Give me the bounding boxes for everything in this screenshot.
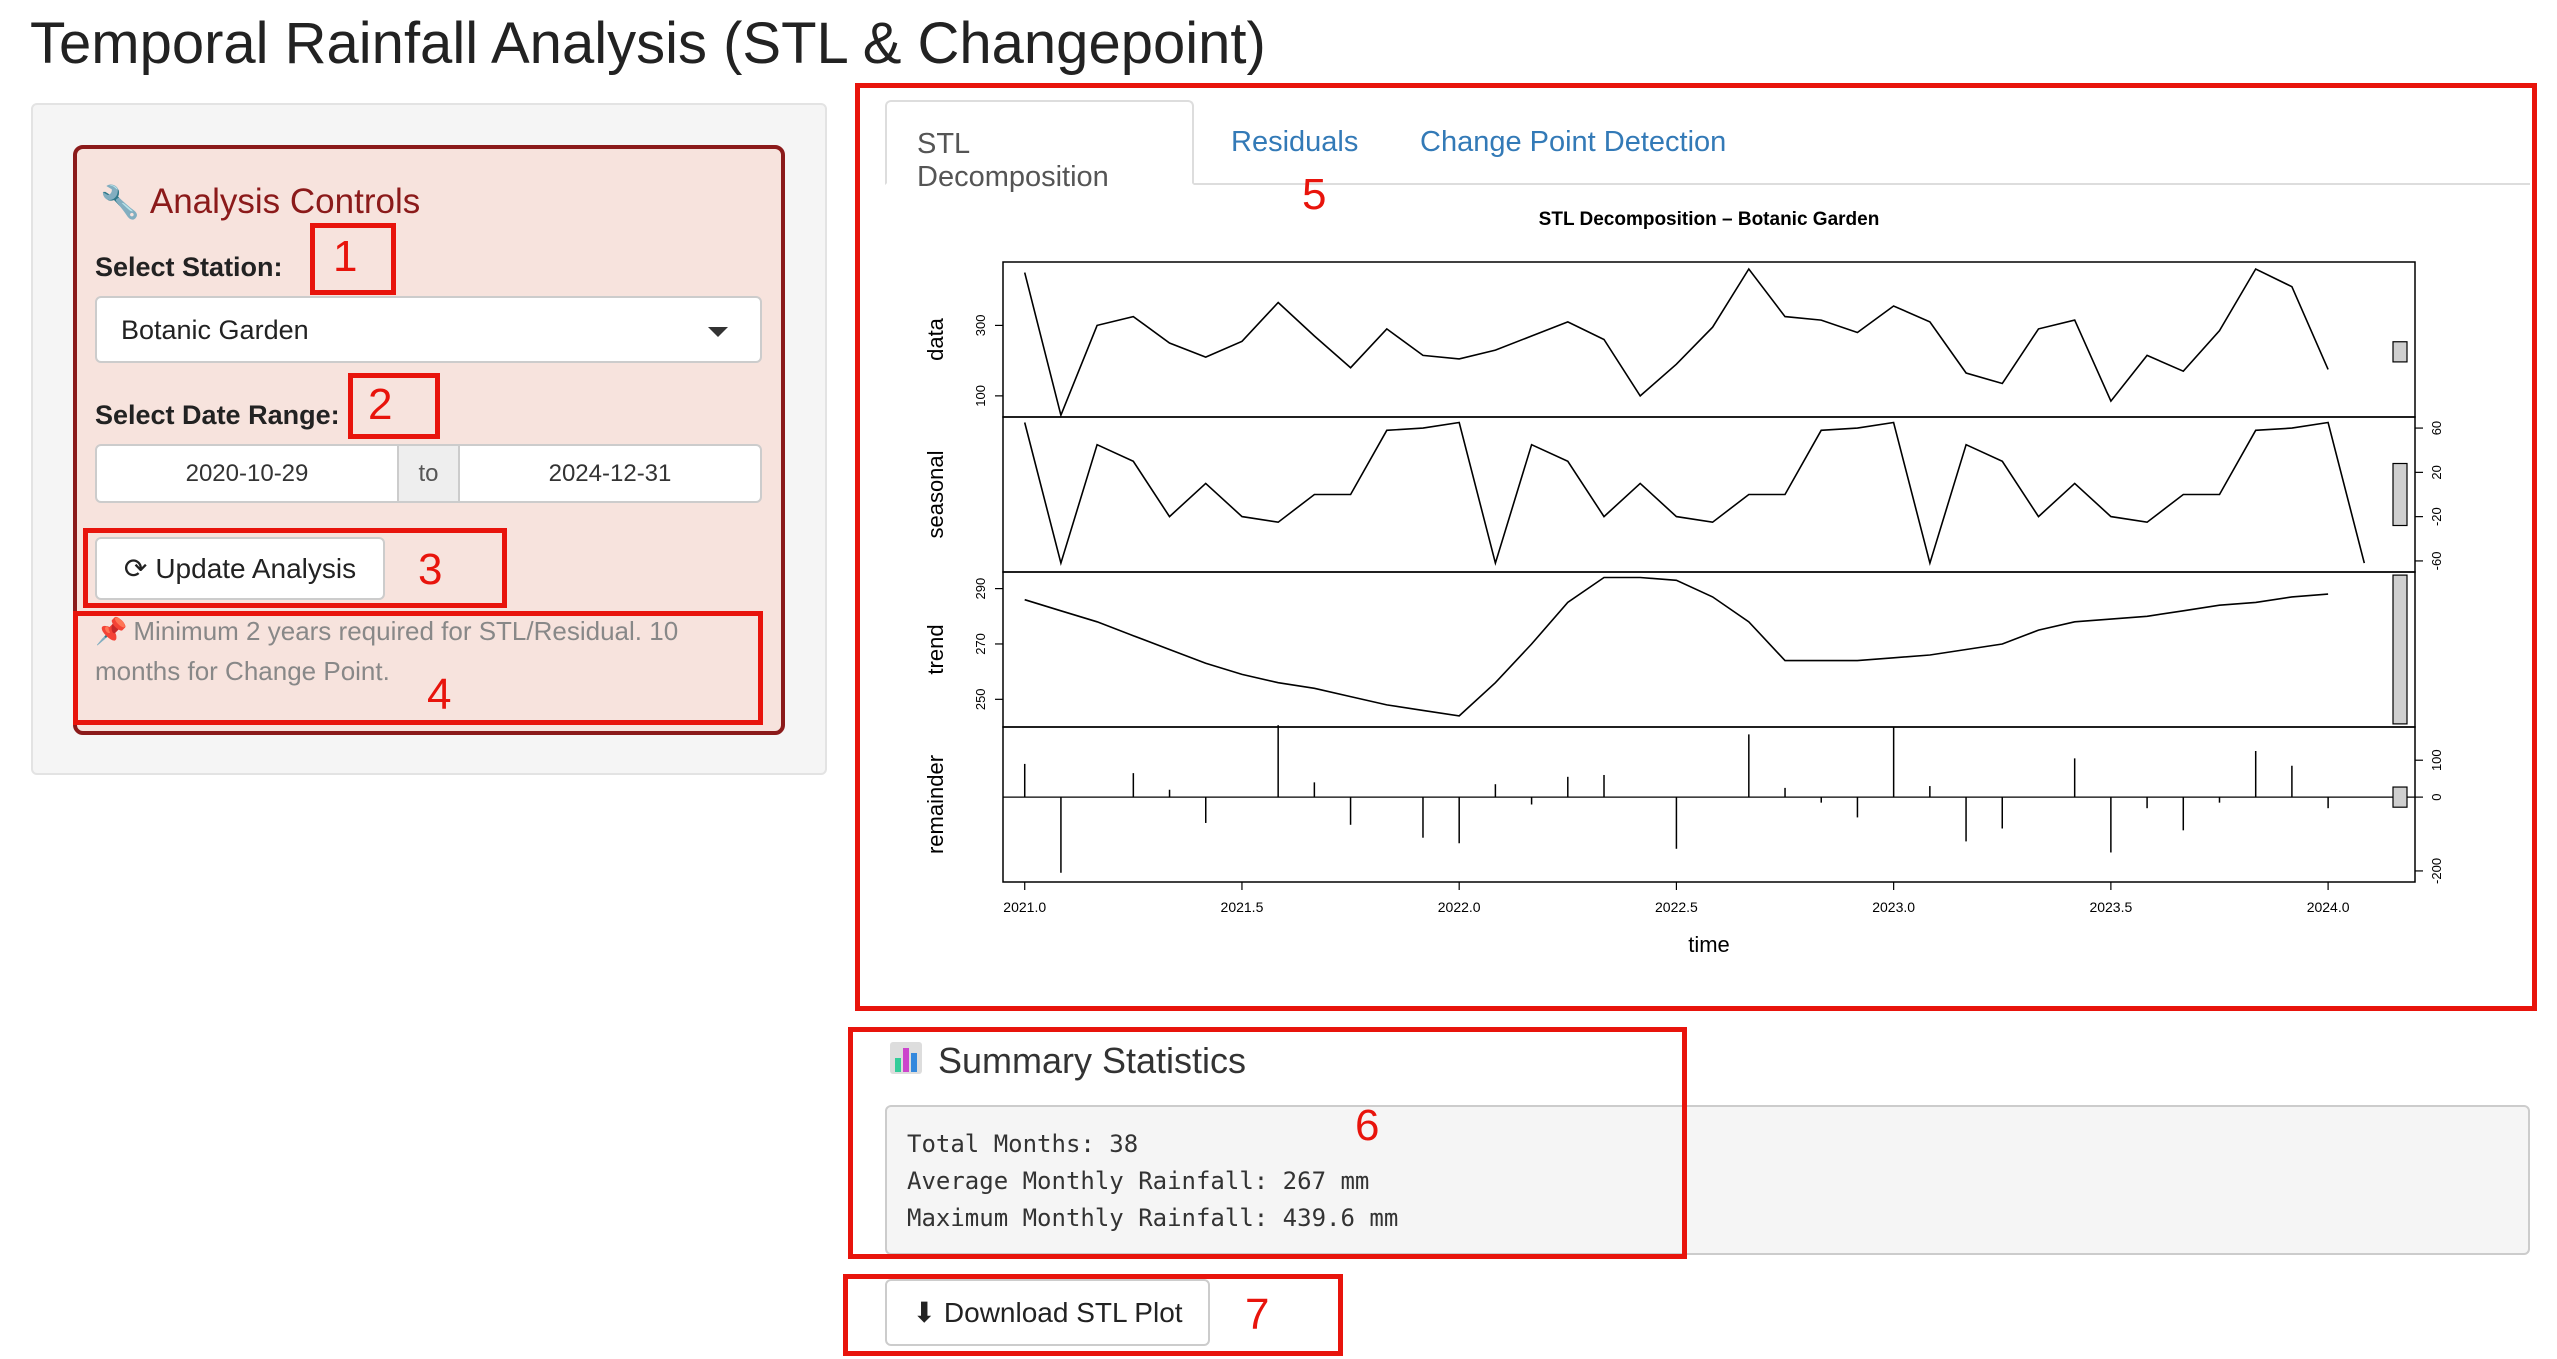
download-stl-plot-button[interactable]: ⬇ Download STL Plot	[885, 1279, 1210, 1346]
annotation-label-7: 7	[1245, 1290, 1270, 1339]
annotation-box-1	[310, 223, 396, 295]
y-tick-label-seasonal: 20	[2429, 465, 2444, 479]
station-select-value: Botanic Garden	[121, 315, 309, 345]
summary-line: Maximum Monthly Rainfall: 439.6 mm	[907, 1204, 1399, 1232]
annotation-box-4	[73, 611, 763, 725]
annotation-label-4: 4	[427, 670, 452, 719]
date-range-separator: to	[397, 446, 460, 501]
panel-label-remainder: remainder	[923, 755, 948, 854]
summary-line: Total Months: 38	[907, 1130, 1139, 1158]
annotation-label-6: 6	[1355, 1101, 1380, 1150]
x-tick-label: 2022.5	[1655, 899, 1698, 915]
wrench-icon: 🔧	[100, 184, 140, 220]
annotation-label-2: 2	[368, 380, 393, 429]
y-tick-label-seasonal: 60	[2429, 421, 2444, 435]
y-tick-label-data: 100	[973, 385, 988, 407]
x-tick-label: 2023.5	[2089, 899, 2132, 915]
annotation-label-5: 5	[1302, 170, 1327, 219]
refresh-icon: ⟳	[123, 553, 148, 584]
x-tick-label: 2024.0	[2307, 899, 2350, 915]
analysis-controls-heading: 🔧 Analysis Controls	[100, 182, 420, 222]
y-tick-label-trend: 250	[973, 688, 988, 710]
date-range-label: Select Date Range:	[95, 400, 340, 430]
panel-label-data: data	[923, 317, 948, 361]
y-tick-label-remainder: 100	[2429, 749, 2444, 771]
x-tick-label: 2023.0	[1872, 899, 1915, 915]
chart-title: STL Decomposition – Botanic Garden	[1539, 209, 1880, 230]
tabs-divider	[885, 183, 2530, 185]
x-tick-label: 2021.0	[1003, 899, 1046, 915]
update-analysis-label: Update Analysis	[155, 553, 357, 584]
y-tick-label-remainder: 0	[2429, 794, 2444, 801]
date-start-input[interactable]: 2020-10-29	[185, 460, 309, 487]
x-tick-label: 2022.0	[1438, 899, 1481, 915]
y-tick-label-remainder: -200	[2429, 858, 2444, 884]
panel-frame-remainder	[1002, 726, 2416, 883]
range-bar-remainder	[2392, 786, 2408, 808]
requirements-note-text: Minimum 2 years required for STL/Residua…	[95, 616, 679, 686]
annotation-box-7	[843, 1274, 1343, 1356]
station-label: Select Station:	[95, 252, 283, 282]
requirements-note: 📌 Minimum 2 years required for STL/Residu…	[95, 611, 755, 691]
annotation-box-3	[83, 528, 507, 608]
y-tick-label-seasonal: -20	[2429, 507, 2444, 526]
annotation-label-1: 1	[333, 232, 358, 281]
range-bar-seasonal	[2392, 462, 2408, 527]
analysis-controls-box	[73, 145, 785, 735]
annotation-box-6	[848, 1027, 1687, 1259]
summary-heading-text: Summary Statistics	[938, 1040, 1247, 1081]
series-line-data	[1023, 267, 2329, 418]
date-range-input: 2020-10-29 to 2024-12-31	[95, 444, 762, 503]
panel-label-trend: trend	[923, 624, 948, 674]
analysis-controls-title: Analysis Controls	[149, 182, 421, 221]
tab-residuals[interactable]: Residuals	[1231, 126, 1359, 158]
x-axis-label: time	[1688, 932, 1730, 957]
pushpin-icon: 📌	[95, 616, 128, 646]
x-tick-label: 2021.5	[1221, 899, 1264, 915]
tab-change-point-detection[interactable]: Change Point Detection	[1420, 126, 1727, 158]
summary-output: Total Months: 38 Average Monthly Rainfall…	[885, 1105, 2530, 1255]
tab-stl-decomposition[interactable]: STL Decomposition	[885, 100, 1194, 193]
annotation-box-5	[855, 83, 2537, 1011]
download-stl-plot-label: Download STL Plot	[943, 1297, 1183, 1328]
range-bar-data	[2392, 341, 2408, 363]
stl-decomposition-chart: STL Decomposition – Botanic Garden data 10…	[923, 209, 2444, 957]
y-tick-label-trend: 290	[973, 578, 988, 600]
summary-line: Average Monthly Rainfall: 267 mm	[907, 1167, 1370, 1195]
y-tick-label-trend: 270	[973, 633, 988, 655]
y-tick-label-data: 300	[973, 315, 988, 337]
download-icon: ⬇	[912, 1297, 936, 1328]
series-line-trend	[1024, 576, 2329, 717]
panel-label-seasonal: seasonal	[923, 450, 948, 538]
caret-down-icon	[708, 327, 728, 337]
update-analysis-button[interactable]: ⟳ Update Analysis	[95, 537, 385, 600]
annotation-label-3: 3	[418, 545, 443, 594]
series-line-seasonal	[1023, 421, 2366, 567]
summary-heading: Summary Statistics	[888, 1040, 1246, 1082]
station-select[interactable]: Botanic Garden	[95, 296, 762, 363]
date-end-input[interactable]: 2024-12-31	[548, 460, 672, 487]
annotation-box-2	[348, 373, 440, 439]
bar-chart-icon	[890, 1042, 922, 1074]
page-title: Temporal Rainfall Analysis (STL & Change…	[30, 11, 1266, 76]
y-tick-label-seasonal: -60	[2429, 552, 2444, 571]
range-bar-trend	[2392, 574, 2408, 725]
